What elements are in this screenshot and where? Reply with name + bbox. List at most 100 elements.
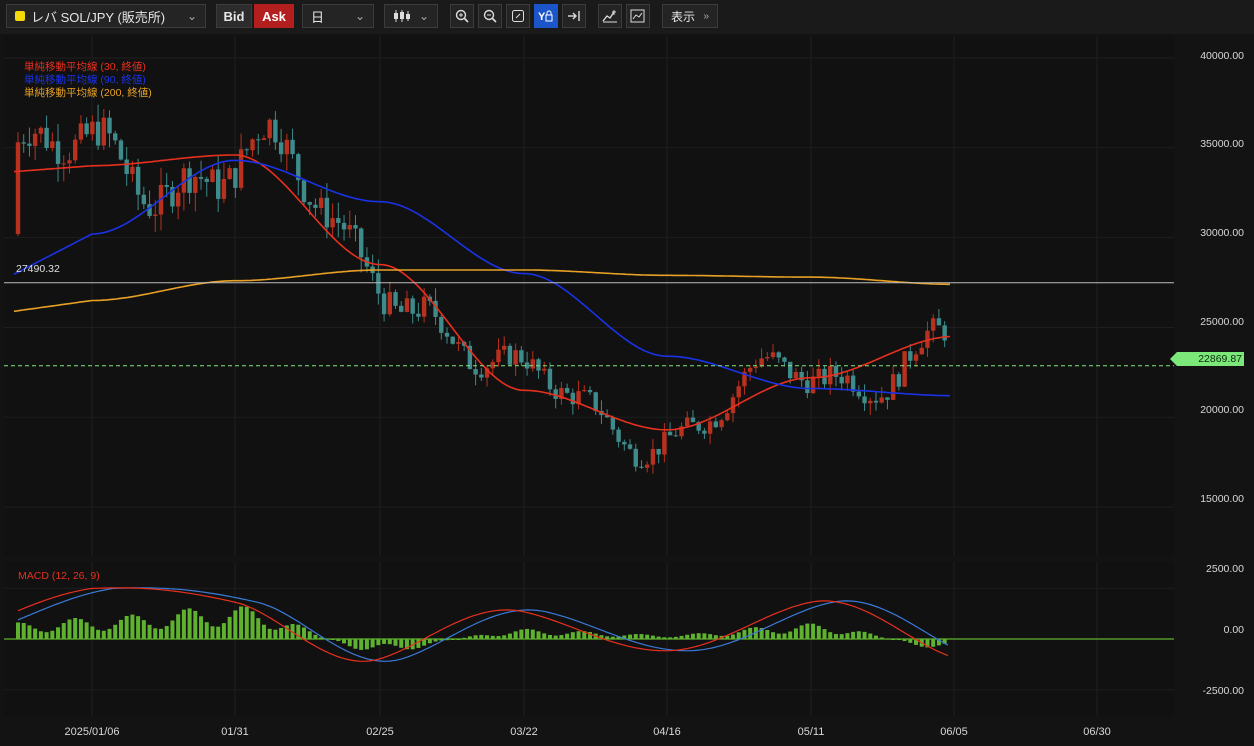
candle-body bbox=[690, 417, 696, 423]
timeframe-selector[interactable]: 日 ⌄ bbox=[302, 4, 374, 28]
candle-body bbox=[61, 163, 66, 165]
candle-body bbox=[147, 204, 152, 216]
price-chart-panel[interactable]: 単純移動平均線 (30, 終値) 単純移動平均線 (90, 終値) 単純移動平均… bbox=[4, 36, 1174, 556]
candle-body bbox=[67, 160, 72, 164]
symbol-selector[interactable]: レバ SOL/JPY (販売所) ⌄ bbox=[6, 4, 206, 28]
candle-body bbox=[610, 417, 616, 430]
macd-bar bbox=[473, 635, 478, 639]
macd-bar bbox=[542, 633, 547, 639]
zoom-in-button[interactable] bbox=[450, 4, 474, 28]
candle-body bbox=[479, 374, 484, 378]
macd-bar bbox=[130, 614, 135, 639]
zoom-out-icon bbox=[483, 9, 497, 23]
indicator-button[interactable] bbox=[598, 4, 622, 28]
macd-panel[interactable]: MACD (12, 26, 9) bbox=[4, 562, 1174, 716]
macd-bar bbox=[816, 625, 821, 639]
candle-body bbox=[873, 400, 879, 403]
view-menu[interactable]: 表示 » bbox=[662, 4, 718, 28]
macd-bar bbox=[479, 634, 484, 639]
candle-body bbox=[942, 325, 947, 341]
price-tick: 15000.00 bbox=[1200, 493, 1244, 505]
macd-bar bbox=[662, 637, 667, 639]
svg-text:Y: Y bbox=[538, 11, 546, 23]
macd-bar bbox=[439, 639, 444, 641]
macd-axis[interactable]: 2500.00 0.00 -2500.00 bbox=[1176, 562, 1246, 716]
candle-body bbox=[444, 332, 450, 337]
macd-bar bbox=[422, 639, 427, 646]
macd-bar bbox=[387, 639, 392, 645]
candle-body bbox=[153, 214, 158, 216]
macd-bar bbox=[313, 634, 318, 639]
candle-body bbox=[55, 141, 61, 164]
current-price-marker bbox=[1170, 352, 1244, 366]
candle-body bbox=[267, 119, 272, 139]
candle-body bbox=[44, 127, 49, 149]
candle-body bbox=[296, 154, 301, 181]
macd-bar bbox=[753, 627, 758, 639]
macd-bar bbox=[199, 616, 204, 639]
chevron-down-icon: ⌄ bbox=[418, 9, 429, 23]
macd-bar bbox=[187, 608, 192, 639]
fit-screen-button[interactable] bbox=[506, 4, 530, 28]
candle-body bbox=[278, 142, 284, 155]
macd-bar bbox=[21, 623, 26, 639]
ask-button[interactable]: Ask bbox=[254, 4, 294, 28]
chart-type-selector[interactable]: ⌄ bbox=[384, 4, 438, 28]
candle-body bbox=[216, 169, 221, 199]
indicator-chart-icon bbox=[602, 10, 617, 23]
candle-body bbox=[84, 123, 89, 135]
macd-bar bbox=[547, 634, 552, 639]
horizontal-line-label: 27490.32 bbox=[16, 263, 60, 275]
bid-button[interactable]: Bid bbox=[216, 4, 252, 28]
candle-body bbox=[170, 186, 175, 207]
macd-bar bbox=[822, 629, 827, 639]
ma200-line bbox=[13, 269, 950, 313]
price-chart-svg bbox=[4, 36, 1174, 556]
ma30-line bbox=[13, 154, 951, 431]
macd-bar bbox=[302, 627, 306, 639]
macd-bar bbox=[507, 633, 512, 639]
candle-body bbox=[747, 368, 753, 372]
candle-body bbox=[416, 313, 421, 317]
lock-y-axis-button[interactable]: Y bbox=[534, 4, 558, 28]
zoom-out-button[interactable] bbox=[478, 4, 502, 28]
macd-bar bbox=[147, 624, 152, 639]
macd-bar bbox=[267, 628, 272, 639]
candle-body bbox=[456, 342, 461, 344]
macd-histogram bbox=[16, 606, 947, 650]
candle-body bbox=[536, 359, 541, 371]
macd-bar bbox=[839, 634, 844, 639]
view-menu-label: 表示 bbox=[671, 9, 696, 24]
macd-bar bbox=[159, 628, 163, 639]
macd-bar bbox=[799, 625, 804, 639]
date-tick: 05/11 bbox=[797, 726, 825, 738]
candle-body bbox=[15, 142, 21, 235]
candle-body bbox=[21, 142, 26, 144]
macd-bar bbox=[216, 626, 221, 639]
macd-bar bbox=[467, 636, 472, 639]
macd-bar bbox=[731, 634, 735, 639]
macd-line bbox=[17, 587, 949, 662]
candle-body bbox=[135, 166, 141, 195]
macd-bar bbox=[496, 636, 501, 639]
date-axis[interactable]: 2025/01/06 01/31 02/25 03/22 04/16 05/11… bbox=[4, 718, 1174, 746]
candle-body bbox=[713, 421, 719, 428]
macd-bar bbox=[668, 637, 673, 639]
drawing-tools-button[interactable] bbox=[626, 4, 650, 28]
macd-bar bbox=[862, 631, 867, 639]
scroll-to-latest-button[interactable] bbox=[562, 4, 586, 28]
macd-bar bbox=[250, 611, 255, 639]
macd-bar bbox=[845, 633, 850, 639]
candle-body bbox=[301, 180, 307, 203]
macd-bar bbox=[370, 639, 375, 648]
signal-line bbox=[17, 587, 949, 662]
candle-body bbox=[553, 389, 558, 399]
macd-bar bbox=[765, 629, 770, 639]
price-axis[interactable]: 40000.00 35000.00 30000.00 25000.00 2000… bbox=[1170, 36, 1246, 556]
symbol-color-swatch bbox=[15, 11, 25, 21]
macd-bar bbox=[570, 632, 575, 639]
candle-body bbox=[679, 426, 684, 437]
candle-body bbox=[913, 354, 919, 361]
candle-body bbox=[513, 350, 518, 365]
macd-bar bbox=[902, 639, 907, 642]
